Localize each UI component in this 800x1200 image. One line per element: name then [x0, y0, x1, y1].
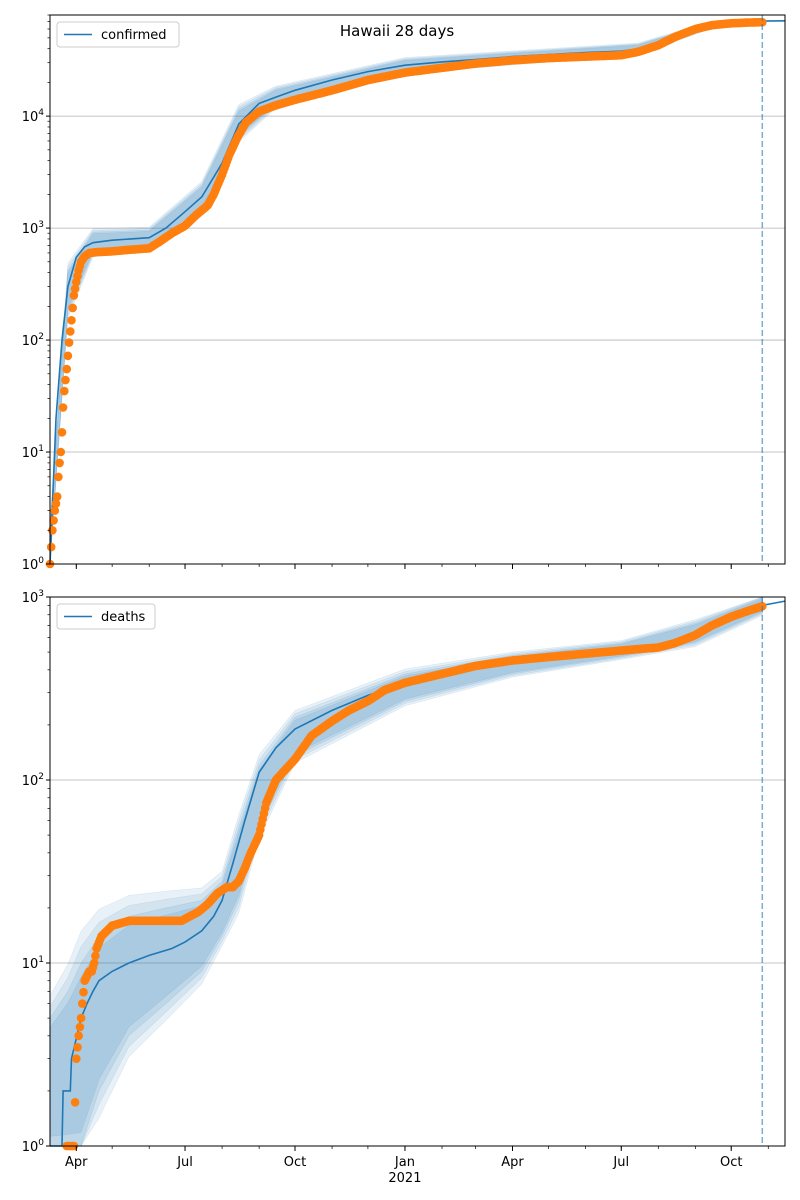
axes-frame — [49, 14, 786, 565]
x-tick-label: Oct — [284, 1155, 306, 1170]
observed-point — [58, 403, 68, 412]
observed-point — [56, 447, 66, 457]
uncertainty-band-layer — [49, 596, 763, 1147]
observed-point — [54, 472, 63, 482]
figure-title: Hawaii 28 days — [340, 22, 454, 40]
x-tick-label: Jul — [176, 1155, 193, 1170]
legend-label: confirmed — [101, 28, 167, 43]
observed-point — [79, 987, 88, 997]
uncertainty-band-layer — [49, 17, 763, 565]
model-line-confirmed — [49, 20, 786, 565]
observed-point — [63, 351, 73, 361]
observed-point — [50, 506, 60, 515]
y-tick-label: 100 — [22, 1138, 45, 1155]
deaths-gridlines — [50, 779, 785, 964]
observed-point — [66, 327, 75, 336]
observed-point — [78, 999, 87, 1008]
observed-point — [64, 338, 74, 347]
confirmed-model-line — [49, 20, 786, 565]
x-tick-label: Apr — [65, 1155, 88, 1170]
legend-box — [56, 21, 180, 48]
observed-point — [67, 316, 76, 325]
observed-point — [55, 458, 64, 468]
observed-point — [61, 375, 70, 385]
observed-point — [70, 1098, 80, 1107]
observed-point — [70, 284, 80, 294]
deaths-observed-points — [62, 602, 767, 1151]
x-tick-label: Oct — [720, 1155, 742, 1170]
confirmed-uncertainty-band — [49, 17, 763, 565]
legend-label: deaths — [101, 610, 146, 625]
confirmed-panel: 100 101 102 103 104 confirmed — [22, 14, 786, 573]
axes-frame — [49, 596, 786, 1147]
y-tick-label: 103 — [22, 589, 44, 606]
x-tick-label: Apr — [501, 1155, 524, 1170]
observed-point — [758, 17, 767, 27]
observed-point — [69, 291, 79, 300]
legend-box — [56, 603, 156, 630]
observed-point — [60, 386, 69, 396]
observed-point — [46, 542, 56, 552]
y-tick-label: 101 — [22, 955, 44, 972]
observed-point — [91, 951, 100, 961]
uncertainty-band-layer — [49, 597, 763, 1147]
y-tick-label: 103 — [22, 220, 44, 237]
observed-point — [57, 428, 67, 437]
uncertainty-band-layer — [49, 19, 763, 562]
uncertainty-band-layer — [49, 18, 763, 565]
deaths-panel: 100 101 102 103 Apr Jul Oct Jan Apr Jul Oct 2021 de… — [22, 589, 786, 1186]
y-tick-label: 100 — [22, 556, 45, 573]
y-tick-label: 102 — [22, 332, 44, 349]
observed-point — [51, 499, 61, 508]
confirmed-legend: confirmed — [56, 21, 180, 48]
observed-point — [72, 1054, 81, 1063]
observed-point — [52, 492, 62, 501]
observed-point — [75, 1022, 85, 1032]
observed-point — [73, 1043, 82, 1052]
x-tick-label: Jul — [612, 1155, 629, 1170]
observed-point — [74, 1031, 83, 1041]
observed-point — [49, 516, 58, 525]
x-tick-label: Jan — [394, 1155, 415, 1170]
observed-point — [76, 1013, 86, 1023]
confirmed-axes: 100 101 102 103 104 — [22, 14, 786, 573]
x-year-label: 2021 — [388, 1171, 421, 1186]
confirmed-gridlines — [50, 115, 785, 453]
observed-point — [89, 958, 99, 968]
uncertainty-band-layer — [49, 18, 763, 565]
y-tick-label: 102 — [22, 772, 44, 789]
deaths-legend: deaths — [56, 603, 156, 630]
y-tick-label: 104 — [22, 108, 45, 125]
y-tick-label: 101 — [22, 444, 44, 461]
observed-point — [68, 303, 77, 313]
deaths-axes: 100 101 102 103 Apr Jul Oct Jan Apr Jul Oct 2021 — [22, 589, 786, 1186]
confirmed-observed-points — [45, 17, 767, 569]
observed-point — [62, 364, 71, 374]
